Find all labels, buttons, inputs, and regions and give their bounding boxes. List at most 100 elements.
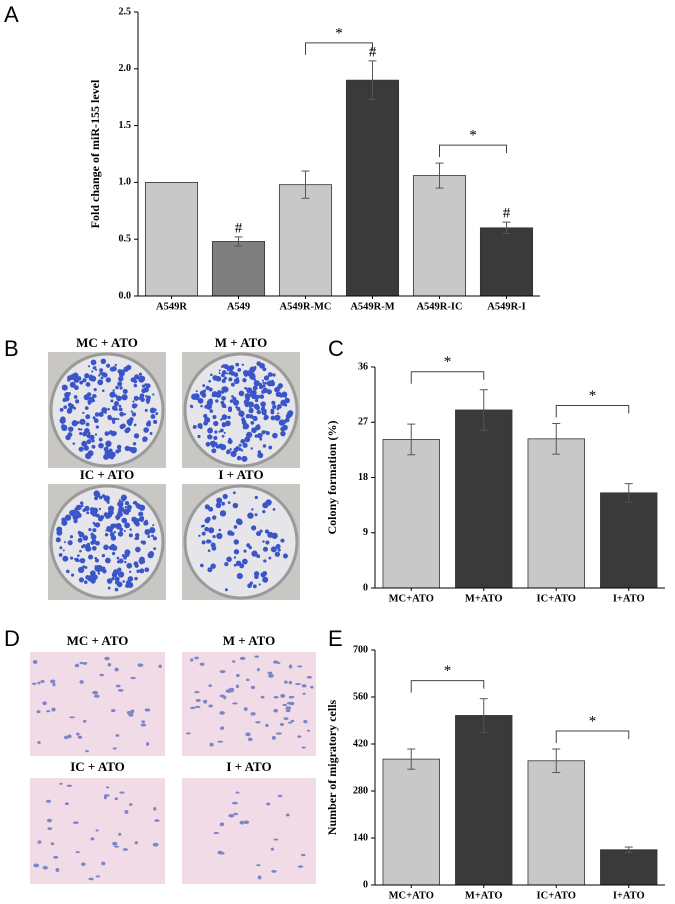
y-tick-label: 27 bbox=[358, 417, 368, 428]
colony bbox=[270, 408, 275, 413]
cell bbox=[217, 740, 224, 743]
colony bbox=[277, 415, 281, 419]
colony bbox=[208, 527, 215, 534]
colony bbox=[73, 385, 79, 391]
colony bbox=[211, 443, 216, 448]
cell bbox=[79, 680, 84, 684]
colony bbox=[246, 387, 253, 394]
error-bar bbox=[368, 60, 377, 100]
colony bbox=[259, 394, 265, 399]
colony bbox=[91, 439, 95, 443]
colony bbox=[67, 540, 73, 546]
cell bbox=[69, 716, 76, 719]
colony bbox=[106, 363, 111, 368]
colony bbox=[91, 574, 98, 581]
cell bbox=[219, 711, 225, 715]
colony bbox=[93, 388, 97, 392]
y-tick-label: 140 bbox=[353, 832, 368, 843]
colony bbox=[220, 373, 225, 378]
colony bbox=[111, 577, 115, 581]
colony bbox=[252, 385, 258, 391]
colony bbox=[221, 403, 227, 409]
x-tick-label: A549R-MC bbox=[280, 301, 332, 312]
colony bbox=[240, 415, 244, 418]
colony bbox=[124, 506, 128, 509]
colony bbox=[267, 372, 273, 377]
colony bbox=[229, 448, 232, 451]
cell bbox=[105, 786, 110, 789]
colony bbox=[153, 419, 158, 424]
colony bbox=[133, 433, 140, 439]
colony bbox=[92, 528, 97, 533]
colony bbox=[207, 567, 213, 573]
colony bbox=[236, 572, 243, 580]
colony bbox=[84, 505, 90, 512]
y-tick-label: 9 bbox=[363, 527, 368, 538]
colony bbox=[215, 444, 220, 449]
cell bbox=[140, 723, 147, 727]
x-tick-label: A549R-M bbox=[350, 301, 394, 312]
colony bbox=[133, 378, 136, 381]
colony bbox=[230, 531, 235, 536]
significance-bracket bbox=[305, 42, 373, 55]
error-bar bbox=[435, 162, 444, 189]
colony bbox=[76, 510, 80, 515]
annotation: # bbox=[503, 206, 511, 222]
colony bbox=[200, 404, 203, 408]
colony bbox=[79, 558, 84, 563]
colony bbox=[191, 393, 198, 400]
cell bbox=[195, 698, 201, 702]
colony bbox=[144, 567, 150, 573]
colony bbox=[99, 515, 105, 520]
colony bbox=[118, 498, 121, 502]
colony bbox=[152, 536, 157, 541]
colony bbox=[219, 510, 227, 517]
colony bbox=[104, 411, 107, 414]
colony bbox=[116, 444, 122, 450]
colony bbox=[199, 425, 203, 430]
colony bbox=[250, 420, 255, 425]
colony bbox=[206, 403, 209, 406]
cell bbox=[219, 822, 225, 827]
colony bbox=[108, 448, 113, 453]
colony bbox=[144, 408, 148, 412]
colony bbox=[266, 389, 272, 395]
colony bbox=[212, 414, 217, 420]
colony bbox=[272, 507, 276, 511]
colony bbox=[61, 517, 66, 523]
cell bbox=[75, 851, 80, 854]
colony bbox=[94, 565, 97, 568]
colony bbox=[229, 399, 234, 403]
colony bbox=[64, 514, 72, 521]
colony bbox=[141, 559, 146, 564]
colony bbox=[131, 417, 134, 420]
colony bbox=[84, 566, 88, 569]
colony bbox=[87, 431, 91, 435]
colony bbox=[256, 554, 261, 559]
cell bbox=[268, 673, 274, 678]
cell bbox=[115, 684, 121, 688]
colony bbox=[132, 501, 135, 505]
colony bbox=[111, 417, 116, 422]
error-bar bbox=[407, 748, 416, 770]
colony bbox=[131, 403, 138, 409]
colony bbox=[245, 413, 251, 419]
colony bbox=[67, 391, 71, 396]
cell bbox=[55, 868, 60, 872]
colony bbox=[211, 448, 217, 454]
cell bbox=[285, 813, 290, 817]
cell bbox=[228, 689, 234, 693]
colony bbox=[81, 544, 85, 549]
colony bbox=[75, 399, 80, 404]
cell bbox=[273, 708, 279, 713]
colony bbox=[200, 563, 204, 568]
colony bbox=[201, 540, 206, 545]
colony bbox=[144, 529, 151, 536]
colony bbox=[277, 383, 283, 389]
cell bbox=[81, 862, 86, 866]
dish bbox=[183, 484, 299, 600]
cell bbox=[111, 709, 116, 713]
annotation: # bbox=[235, 220, 243, 236]
colony bbox=[241, 455, 248, 462]
colony bbox=[240, 439, 246, 444]
